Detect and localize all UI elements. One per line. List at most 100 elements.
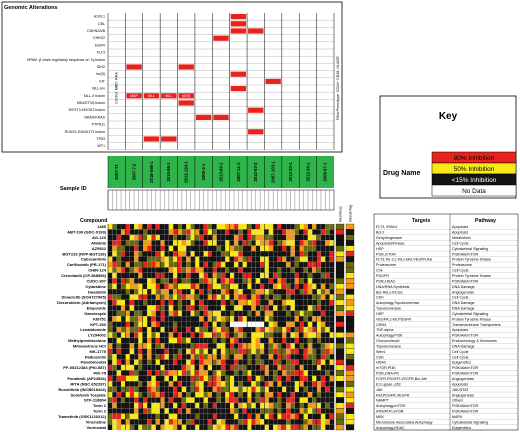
heat-cell — [303, 305, 308, 311]
heat-cell — [151, 343, 156, 349]
median-cells — [335, 223, 355, 431]
heat-cell — [268, 337, 274, 344]
heat-cell — [194, 251, 200, 257]
heat-cell — [255, 229, 261, 235]
heat-cell — [203, 299, 209, 306]
heat-cell — [325, 354, 330, 360]
gene-label: EGFR — [95, 43, 105, 47]
heat-cell — [164, 337, 169, 344]
heat-cell — [199, 229, 204, 235]
heat-cell — [320, 240, 326, 246]
genomic-alterations-panel: Genomic Alterations ASXL1CBLCDKN2A/BCHEK… — [1, 1, 343, 153]
heat-cell — [286, 343, 291, 349]
heat-cell — [277, 283, 282, 290]
heat-cell — [312, 321, 317, 328]
heat-cell — [107, 402, 113, 409]
heat-cell — [260, 337, 265, 344]
heat-cell — [186, 326, 191, 333]
heat-cell — [277, 256, 282, 263]
heat-cell — [312, 337, 317, 344]
heat-cell — [151, 391, 156, 398]
heat-cell — [142, 364, 148, 371]
heat-cell — [138, 256, 143, 263]
compound-label: AG-120 — [92, 235, 107, 240]
heat-cell — [160, 229, 165, 235]
heat-cell — [281, 381, 287, 387]
heat-cell — [312, 354, 317, 360]
heat-cell — [325, 256, 330, 263]
heat-cell — [164, 359, 169, 366]
heat-cell — [273, 354, 278, 360]
heat-cell — [325, 283, 330, 290]
target-label: CDK — [376, 355, 384, 359]
heat-cell — [299, 424, 304, 431]
heat-cell — [125, 240, 130, 246]
heat-cell — [112, 359, 117, 366]
heat-cell — [199, 272, 204, 279]
heat-cell — [134, 251, 139, 257]
heat-cell — [151, 223, 156, 230]
heat-cell — [147, 337, 152, 344]
pathway-label: Angiogenesis — [452, 393, 474, 397]
heat-cell — [281, 370, 287, 376]
heat-cell — [320, 316, 326, 322]
heat-cell — [138, 375, 143, 382]
heat-cell — [229, 305, 235, 311]
legend-entry-label: 50% Inhibition — [454, 166, 495, 173]
heat-cell — [173, 348, 178, 355]
heat-cell — [251, 245, 256, 252]
heat-cell — [207, 223, 213, 230]
heat-cell — [290, 310, 295, 317]
heat-cell — [155, 305, 161, 311]
heat-cell — [294, 278, 300, 284]
heat-cell — [220, 359, 226, 366]
heat-cell — [225, 337, 230, 344]
heat-cell — [225, 359, 230, 366]
heat-cell — [220, 402, 226, 409]
heat-cell — [116, 288, 122, 295]
heat-cell — [303, 381, 308, 387]
heat-cell — [190, 283, 195, 290]
heat-cell — [142, 424, 148, 431]
heat-cell — [199, 310, 204, 317]
heat-cell — [173, 364, 178, 371]
heat-cell — [168, 245, 174, 252]
heat-cell — [151, 375, 156, 382]
heat-cell — [281, 305, 287, 311]
median-cell — [335, 250, 345, 257]
heat-cell — [220, 316, 226, 322]
heat-cell — [125, 424, 130, 431]
heat-cell — [303, 299, 308, 306]
heat-cell — [264, 381, 269, 387]
heat-cell — [120, 413, 126, 420]
heat-cell — [294, 397, 300, 403]
heat-cell — [299, 272, 304, 279]
heat-cell — [216, 354, 222, 360]
heat-cell — [273, 223, 278, 230]
overall-cell — [345, 288, 355, 295]
heat-cell — [294, 267, 300, 273]
heat-cell — [207, 283, 213, 290]
heat-cell — [247, 364, 252, 371]
heat-cell — [242, 251, 248, 257]
heat-cell — [242, 370, 248, 376]
heat-cell — [290, 386, 295, 393]
heat-cell — [212, 337, 217, 344]
heat-cell — [329, 337, 335, 344]
heat-cell — [138, 337, 143, 344]
heat-cell — [273, 283, 278, 290]
heat-cell — [238, 419, 243, 425]
heat-cell — [299, 294, 304, 300]
heat-cell — [216, 332, 222, 338]
heat-cell — [325, 402, 330, 409]
heat-cell — [277, 359, 282, 366]
heat-cell — [247, 234, 252, 241]
sample-id: 2012-63-2 — [253, 162, 258, 182]
heat-cell — [186, 299, 191, 306]
heat-cell — [138, 413, 143, 420]
target-label: Raf,PDGFR,VEGFR — [376, 393, 410, 397]
heat-cell — [229, 375, 235, 382]
heat-cell — [281, 283, 287, 290]
heat-cell — [134, 419, 139, 425]
heat-cell — [299, 386, 304, 393]
